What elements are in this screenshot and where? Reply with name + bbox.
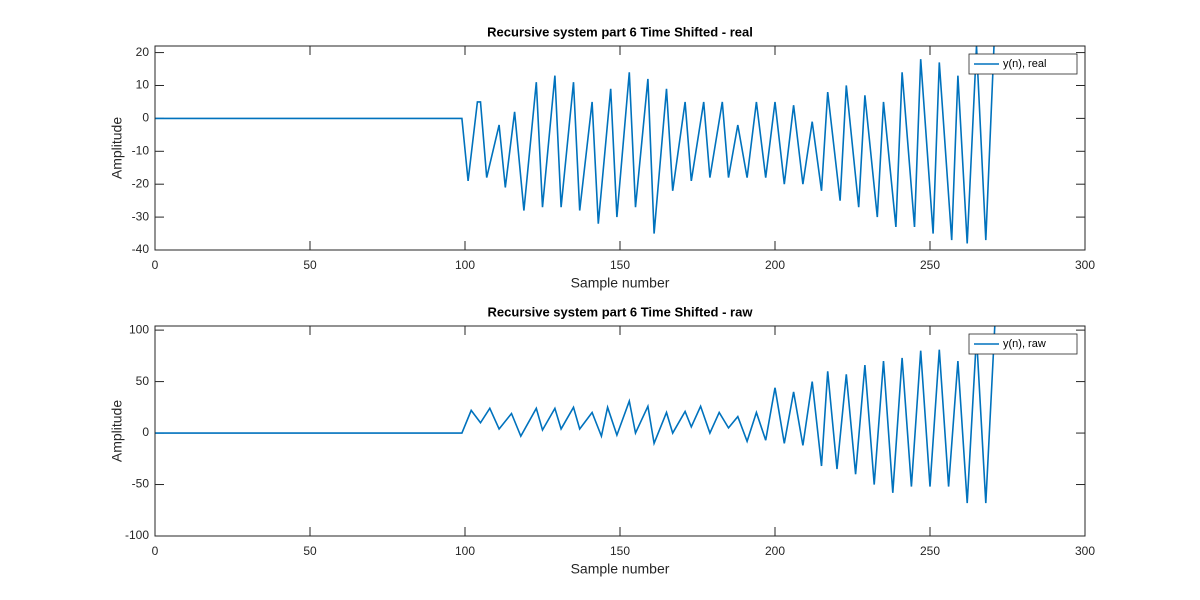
legend-box [968,53,1078,75]
chart-title: Recursive system part 6 Time Shifted - r… [487,24,753,39]
x-tick-label: 250 [920,544,940,558]
x-tick-label: 200 [765,258,785,272]
data-line [155,326,996,504]
y-tick-label: 50 [136,374,150,388]
subplot: Recursive system part 6 Time Shifted - r… [109,304,1096,576]
x-tick-label: 50 [303,544,317,558]
y-axis-label: Amplitude [109,400,125,462]
axes-box [154,325,1086,537]
y-tick-label: 0 [142,111,149,125]
x-tick-label: 200 [765,544,785,558]
x-tick-label: 100 [455,544,475,558]
axes-box [154,45,1086,251]
legend-box [968,333,1078,355]
x-axis-label: Sample number [571,275,670,291]
x-tick-label: 300 [1075,544,1095,558]
y-axis-label: Amplitude [109,117,125,179]
y-tick-label: 10 [136,78,150,92]
y-tick-label: -40 [132,242,150,256]
plot-area [155,326,1085,536]
data-line [155,46,995,244]
x-tick-label: 50 [303,258,317,272]
legend: y(n), real [968,53,1078,75]
y-tick-label: -100 [125,528,149,542]
x-tick-label: 150 [610,544,630,558]
y-tick-label: 0 [142,425,149,439]
x-tick-label: 300 [1075,258,1095,272]
y-tick-label: -50 [132,477,150,491]
y-tick-label: -30 [132,209,150,223]
plot-area [155,46,1085,250]
x-tick-label: 100 [455,258,475,272]
y-tick-label: 20 [136,45,150,59]
x-tick-label: 150 [610,258,630,272]
x-axis-label: Sample number [571,561,670,577]
x-tick-label: 0 [152,258,159,272]
y-tick-label: 100 [129,322,149,336]
x-tick-label: 0 [152,544,159,558]
subplot: Recursive system part 6 Time Shifted - r… [109,24,1096,291]
y-tick-label: -20 [132,176,150,190]
x-tick-label: 250 [920,258,940,272]
legend-label: y(n), raw [1003,338,1046,350]
legend: y(n), raw [968,333,1078,355]
y-tick-label: -10 [132,143,150,157]
legend-label: y(n), real [1003,58,1046,70]
chart-title: Recursive system part 6 Time Shifted - r… [488,304,754,319]
